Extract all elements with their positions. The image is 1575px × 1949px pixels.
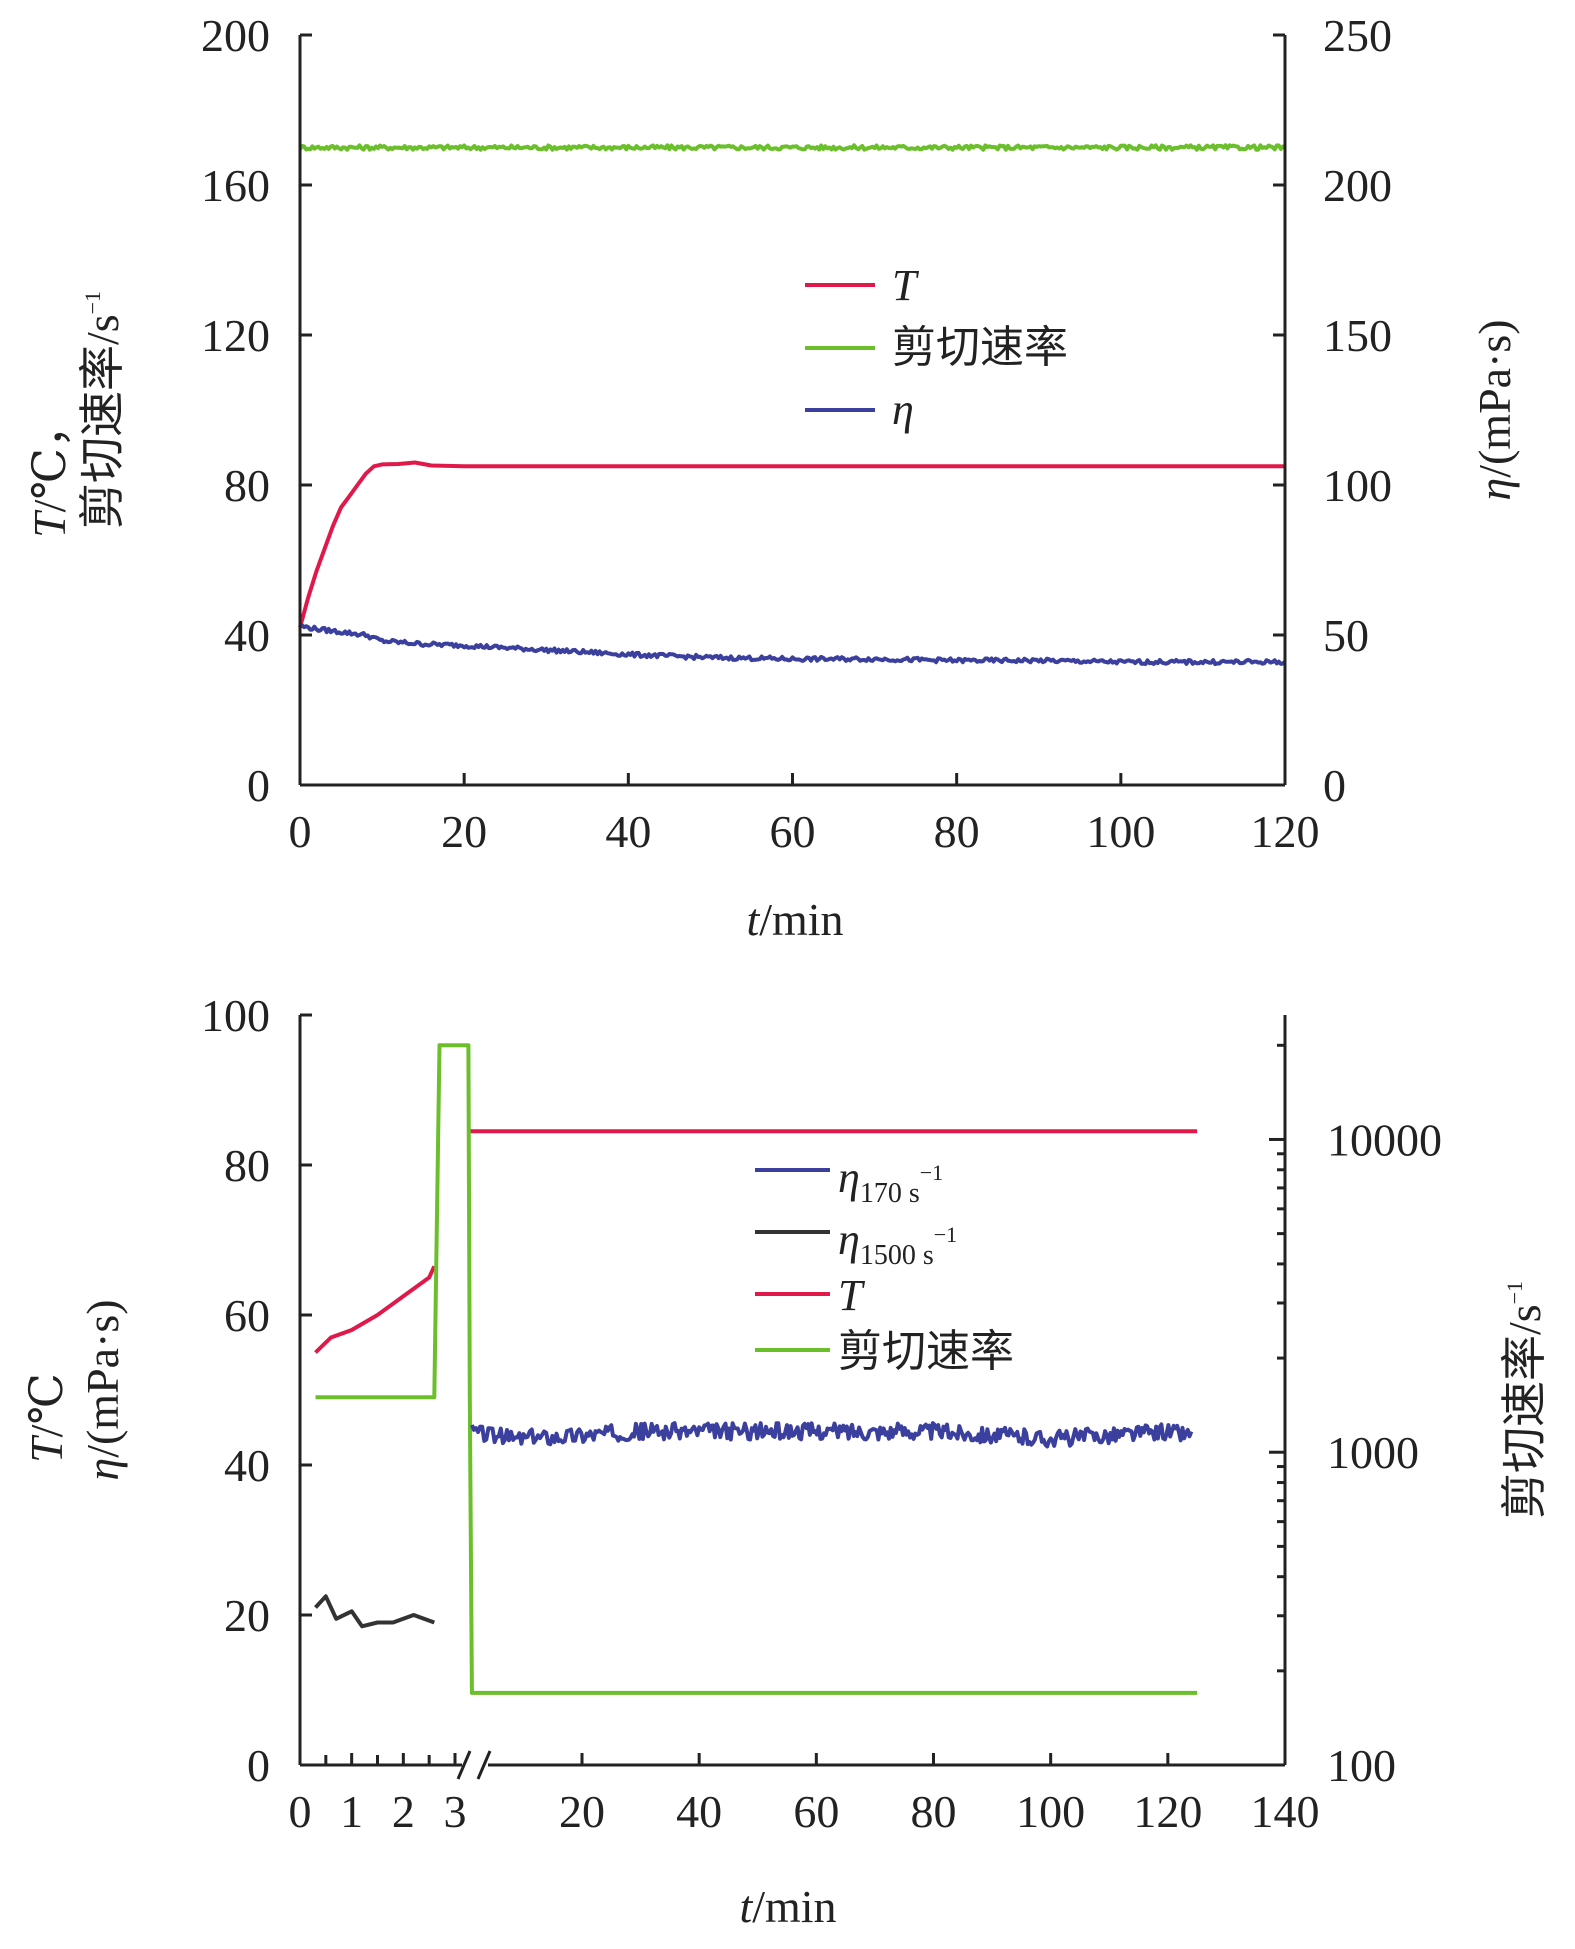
top-y-right-tick-label: 100 — [1323, 460, 1392, 511]
bottom-y-left-tick-label: 40 — [224, 1440, 270, 1491]
top-x-tick-label: 40 — [605, 806, 651, 857]
top-y-right-tick-label: 150 — [1323, 310, 1392, 361]
bottom-y-left-tick-label: 80 — [224, 1140, 270, 1191]
bottom-x-tick-label: 140 — [1251, 1786, 1320, 1837]
top-y-left-title-line2: 剪切速率/s−1 — [77, 291, 128, 529]
bottom-y-left-title: T/℃ — [21, 1373, 72, 1463]
axis-break-mark — [476, 1750, 492, 1780]
top-series-shear — [298, 143, 1286, 152]
top-y-left-tick-label: 120 — [201, 310, 270, 361]
top-series-T — [298, 460, 1285, 629]
bottom-series-eta170 — [470, 1421, 1194, 1449]
bottom-y-left-tick-label: 20 — [224, 1590, 270, 1641]
bottom-y-right-tick-label: 10000 — [1327, 1114, 1442, 1165]
bottom-x-tick-label: 40 — [676, 1786, 722, 1837]
bottom-y-right-title: 剪切速率/s−1 — [1499, 1281, 1550, 1519]
top-y-left-tick-label: 160 — [201, 160, 270, 211]
bottom-x-tick-label: 2 — [392, 1786, 415, 1837]
bottom-legend-label-eta170: η170 s−1 — [838, 1153, 943, 1209]
top-y-left-tick-label: 40 — [224, 610, 270, 661]
top-x-tick-label: 60 — [770, 806, 816, 857]
top-ticks: 0 20 40 60 80 100 1200408012016020005010015020… — [201, 10, 1392, 857]
bottom-ticks: 0 1 2 3 20 40 60 80 100 120 1400204060801001001000… — [201, 990, 1442, 1837]
chart-bottom: 0 1 2 3 20 40 60 80 100 120 1400204060801001001000… — [21, 990, 1550, 1932]
top-x-tick-label: 20 — [441, 806, 487, 857]
bottom-x-tick-label: 0 — [289, 1786, 312, 1837]
top-y-right-tick-label: 200 — [1323, 160, 1392, 211]
bottom-y-left-tick-label: 60 — [224, 1290, 270, 1341]
top-x-tick-label: 100 — [1086, 806, 1155, 857]
bottom-y-left-title-line2: η/(mPa·s) — [77, 1299, 128, 1480]
axis-break-mark — [456, 1750, 472, 1780]
top-y-right-tick-label: 50 — [1323, 610, 1369, 661]
top-series-group — [298, 143, 1287, 667]
bottom-x-title: t/min — [739, 1881, 836, 1932]
bottom-x-tick-label: 120 — [1133, 1786, 1202, 1837]
bottom-x-tick-label: 60 — [793, 1786, 839, 1837]
top-y-left-title: T/℃， — [24, 402, 75, 538]
bottom-y-right-tick-label: 1000 — [1327, 1427, 1419, 1478]
top-y-right-tick-label: 0 — [1323, 760, 1346, 811]
bottom-x-tick-label: 20 — [559, 1786, 605, 1837]
top-legend-label-shear: 剪切速率 — [892, 323, 1068, 372]
top-y-left-tick-label: 200 — [201, 10, 270, 61]
top-x-tick-label: 80 — [934, 806, 980, 857]
bottom-series-eta1500 — [314, 1594, 435, 1629]
top-legend-label-eta: η — [892, 385, 914, 434]
top-y-right-tick-label: 250 — [1323, 10, 1392, 61]
top-series-eta — [298, 623, 1287, 667]
bottom-x-tick-label: 3 — [444, 1786, 467, 1837]
top-x-tick-label: 120 — [1251, 806, 1320, 857]
top-y-left-tick-label: 0 — [247, 760, 270, 811]
top-x-title: t/min — [746, 894, 843, 945]
bottom-legend: η170 s−1 η1500 s−1 T 剪切速率 — [755, 1153, 1014, 1376]
bottom-x-tick-label: 80 — [911, 1786, 957, 1837]
top-x-tick-label: 0 — [289, 806, 312, 857]
top-legend-label-T: T — [892, 261, 920, 310]
bottom-x-tick-label: 1 — [340, 1786, 363, 1837]
bottom-series-T-seg0 — [314, 1265, 437, 1354]
bottom-y-left-tick-label: 100 — [201, 990, 270, 1041]
chart-top: 0 20 40 60 80 100 1200408012016020005010015020… — [24, 10, 1520, 945]
bottom-series-shear — [315, 1043, 1198, 1695]
bottom-x-tick-label: 100 — [1016, 1786, 1085, 1837]
bottom-y-right-tick-label: 100 — [1327, 1740, 1396, 1791]
top-legend: T 剪切速率 η — [805, 261, 1068, 434]
bottom-series-group — [314, 1043, 1198, 1695]
bottom-legend-label-eta1500: η1500 s−1 — [838, 1215, 957, 1271]
top-y-left-tick-label: 80 — [224, 460, 270, 511]
bottom-legend-label-T: T — [838, 1271, 866, 1320]
top-y-right-title: η/(mPa·s) — [1469, 319, 1520, 500]
bottom-legend-label-shear: 剪切速率 — [838, 1327, 1014, 1376]
bottom-y-left-tick-label: 0 — [247, 1740, 270, 1791]
